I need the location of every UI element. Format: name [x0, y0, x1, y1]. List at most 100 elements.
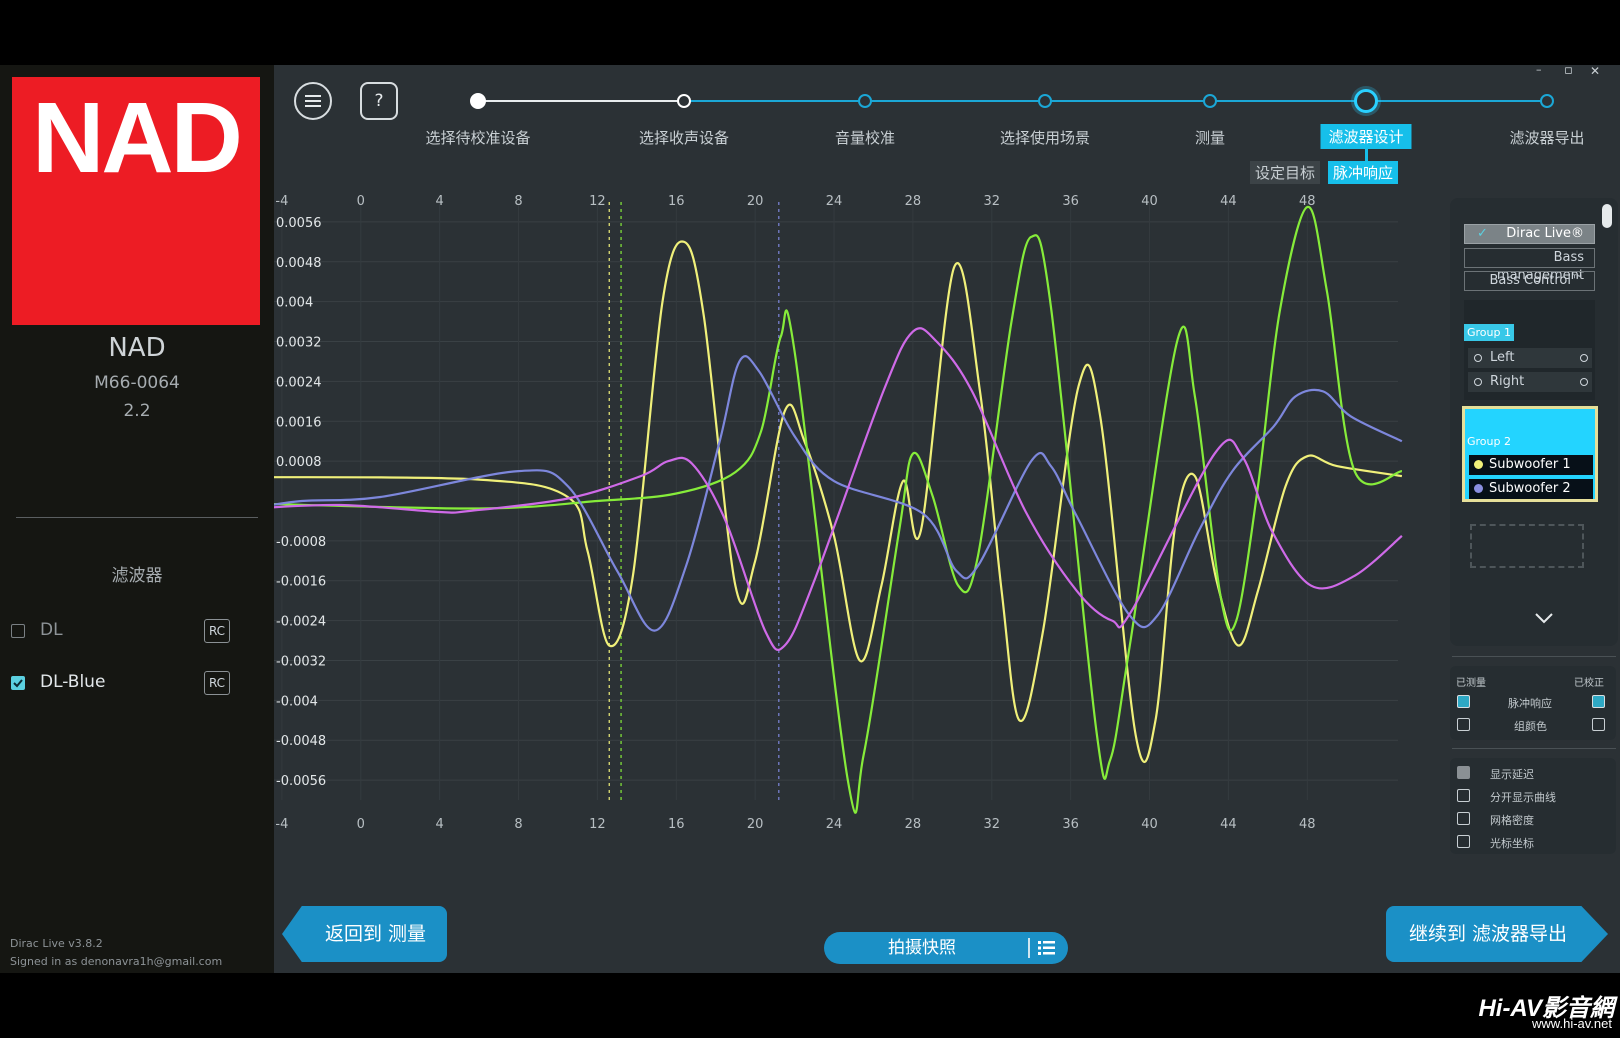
- channel-label: Left: [1490, 350, 1515, 365]
- group-color-measured-checkbox[interactable]: [1457, 718, 1470, 731]
- y-tick-label: -0.0024: [276, 615, 326, 630]
- y-tick-label: -0.0008: [276, 535, 326, 550]
- x-tick-label: 48: [1299, 194, 1316, 209]
- show-delay-checkbox[interactable]: [1457, 766, 1470, 779]
- y-tick-label: -0.0056: [276, 774, 326, 789]
- step-select-mic[interactable]: 选择收声设备: [638, 129, 730, 147]
- x-tick-label: 36: [1062, 194, 1079, 209]
- impulse-measured-checkbox[interactable]: [1457, 695, 1470, 708]
- y-tick-label: -0.0016: [276, 575, 326, 590]
- panel-divider: [1452, 748, 1616, 749]
- step-dot-3[interactable]: [858, 94, 872, 108]
- step-dot-6[interactable]: [1354, 89, 1378, 113]
- step-dot-2[interactable]: [677, 94, 691, 108]
- channel-subwoofer-2[interactable]: Subwoofer 2: [1469, 479, 1593, 499]
- group-2[interactable]: Group 2 Subwoofer 1 Subwoofer 2: [1462, 406, 1598, 502]
- watermark-url: www.hi-av.net: [1532, 1016, 1612, 1031]
- group-color-corrected-checkbox[interactable]: [1592, 718, 1605, 731]
- chevron-down-icon[interactable]: [1534, 612, 1554, 624]
- substep-impulse-response[interactable]: 脉冲响应: [1328, 161, 1399, 184]
- y-tick-label: 0.004: [276, 296, 313, 311]
- sidebar-divider: [16, 517, 258, 518]
- channel-label: Subwoofer 2: [1489, 481, 1571, 496]
- snapshot-button[interactable]: 拍摄快照: [824, 932, 1068, 964]
- close-button[interactable]: ✕: [1590, 64, 1601, 78]
- x-tick-label: 8: [514, 817, 522, 832]
- group-1[interactable]: Group 1 Left Right: [1464, 300, 1595, 400]
- step-select-scenario[interactable]: 选择使用场景: [999, 129, 1091, 147]
- x-tick-label: 44: [1220, 194, 1237, 209]
- panel-divider: [1452, 656, 1616, 657]
- back-to-measure-button[interactable]: 返回到 测量: [282, 906, 447, 962]
- x-tick-labels-bottom: -4 0 4 8 12 16 20 24 28 32 36 40 44 48: [275, 817, 1315, 832]
- y-tick-label: -0.0048: [276, 734, 326, 749]
- step-dot-4[interactable]: [1038, 94, 1052, 108]
- x-tick-label: 16: [668, 194, 685, 209]
- list-icon[interactable]: [1038, 940, 1056, 956]
- channel-left[interactable]: Left: [1468, 348, 1592, 368]
- corrected-header: 已校正: [1574, 678, 1604, 689]
- rc-button[interactable]: RC: [204, 619, 230, 643]
- bass-management-button[interactable]: Bass management: [1464, 248, 1595, 283]
- help-button[interactable]: ?: [360, 82, 398, 120]
- minimize-button[interactable]: –: [1536, 63, 1542, 76]
- device-config: 2.2: [123, 401, 151, 421]
- x-tick-label: 32: [984, 194, 1001, 209]
- channel-toggle[interactable]: [1580, 354, 1588, 362]
- channel-right[interactable]: Right: [1468, 372, 1592, 392]
- dirac-live-button[interactable]: ✓ Dirac Live®: [1464, 224, 1595, 244]
- x-tick-label: 0: [357, 194, 365, 209]
- step-filter-design[interactable]: 滤波器设计: [1320, 124, 1412, 149]
- filter-item-dl[interactable]: DL RC: [0, 611, 274, 651]
- substep-connector: [1365, 148, 1368, 161]
- main-panel: – ▫ ✕ ? 选择待校准设备 选择收声设备 音量校准 选择使用场景 测量 滤波…: [274, 63, 1620, 973]
- step-measure[interactable]: 测量: [1194, 129, 1226, 147]
- step-volume-calibration[interactable]: 音量校准: [834, 129, 896, 147]
- brand-logo: NAD: [12, 77, 260, 325]
- impulse-corrected-checkbox[interactable]: [1592, 695, 1605, 708]
- x-tick-label: 28: [905, 194, 922, 209]
- cursor-coords-checkbox[interactable]: [1457, 835, 1470, 848]
- grid-density-label: 网格密度: [1490, 814, 1534, 827]
- menu-button[interactable]: [294, 82, 332, 120]
- series-line-1: [274, 240, 1403, 764]
- group-2-label: Group 2: [1467, 435, 1511, 448]
- filter-item-dl-blue[interactable]: DL-Blue RC: [0, 663, 274, 703]
- channel-subwoofer-1[interactable]: Subwoofer 1: [1469, 455, 1593, 475]
- empty-group-slot[interactable]: [1470, 524, 1584, 568]
- channel-panel: ✓ Dirac Live® Bass management Bass Contr…: [1450, 198, 1618, 646]
- brand-logo-text: NAD: [32, 82, 243, 194]
- filter-checkbox[interactable]: [11, 624, 25, 638]
- filter-checkbox[interactable]: [11, 676, 25, 690]
- step-dot-5[interactable]: [1203, 94, 1217, 108]
- impulse-response-chart[interactable]: 0.0056 0.0048 0.004 0.0032 0.0024 0.0016 0.000…: [274, 190, 1450, 860]
- delay-markers: [608, 202, 780, 800]
- x-tick-label: 4: [436, 817, 444, 832]
- filters-section-title: 滤波器: [111, 566, 163, 586]
- x-tick-label: 32: [984, 817, 1001, 832]
- step-filter-export[interactable]: 滤波器导出: [1509, 129, 1585, 147]
- x-tick-label: 40: [1141, 817, 1158, 832]
- bass-control-button[interactable]: Bass Control™: [1464, 271, 1595, 291]
- display-toggles: 已测量 已校正 脉冲响应 组颜色: [1450, 666, 1616, 740]
- check-icon: ✓: [1477, 226, 1488, 241]
- step-dot-1[interactable]: [470, 93, 486, 109]
- substep-set-target[interactable]: 设定目标: [1250, 161, 1321, 184]
- x-tick-label: 4: [436, 194, 444, 209]
- split-curves-checkbox[interactable]: [1457, 789, 1470, 802]
- impulse-response-label: 脉冲响应: [1508, 697, 1552, 710]
- channel-toggle[interactable]: [1580, 378, 1588, 386]
- filter-label: DL-Blue: [40, 672, 106, 692]
- grid-density-checkbox[interactable]: [1457, 812, 1470, 825]
- panel-scrollbar[interactable]: [1602, 204, 1612, 228]
- series-line-2: [274, 205, 1403, 814]
- x-tick-label: 0: [357, 817, 365, 832]
- step-dot-7[interactable]: [1540, 94, 1554, 108]
- continue-to-export-button[interactable]: 继续到 滤波器导出: [1386, 906, 1608, 962]
- series-lines: [274, 205, 1403, 814]
- x-tick-label: 16: [668, 817, 685, 832]
- restore-button[interactable]: ▫: [1564, 63, 1573, 78]
- step-select-device[interactable]: 选择待校准设备: [425, 129, 531, 147]
- device-name: NAD: [108, 333, 166, 363]
- rc-button[interactable]: RC: [204, 671, 230, 695]
